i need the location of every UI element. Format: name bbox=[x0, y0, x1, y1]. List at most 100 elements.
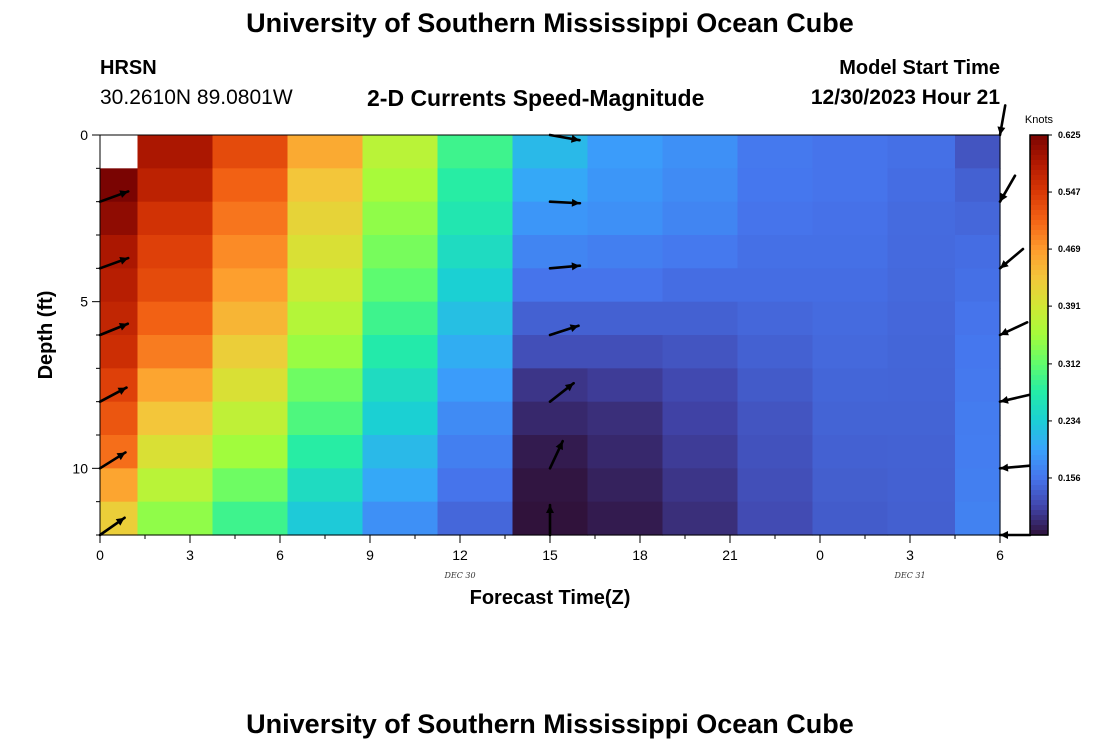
heatmap-cell bbox=[737, 135, 814, 169]
colorbar-segment bbox=[1030, 380, 1048, 386]
current-vector-arrow bbox=[998, 321, 1029, 337]
station-coordinates: 30.2610N 89.0801W bbox=[100, 86, 293, 109]
colorbar-segment bbox=[1030, 185, 1048, 191]
colorbar-segment bbox=[1030, 325, 1048, 331]
heatmap-cell bbox=[100, 201, 139, 236]
colorbar-segment bbox=[1030, 365, 1048, 371]
heatmap-cell bbox=[512, 335, 589, 369]
colorbar-segment bbox=[1030, 140, 1048, 146]
colorbar-tick-label: 0.625 bbox=[1058, 130, 1081, 140]
current-vector-arrow bbox=[998, 463, 1032, 472]
heatmap-cell bbox=[287, 401, 364, 436]
colorbar-segment bbox=[1030, 445, 1048, 451]
heatmap-cell bbox=[287, 268, 364, 303]
heatmap-cell bbox=[512, 468, 589, 503]
colorbar-segment bbox=[1030, 155, 1048, 161]
heatmap-cell bbox=[137, 268, 214, 303]
colorbar-segment bbox=[1030, 210, 1048, 216]
colorbar-segment bbox=[1030, 515, 1048, 521]
colorbar-segment bbox=[1030, 280, 1048, 286]
heatmap-cell bbox=[100, 401, 139, 436]
colorbar-segment bbox=[1030, 370, 1048, 376]
heatmap-cells bbox=[100, 135, 1001, 536]
heatmap-cell bbox=[887, 235, 956, 269]
current-vectors bbox=[98, 104, 1032, 539]
colorbar-segment bbox=[1030, 165, 1048, 171]
heatmap-cell bbox=[737, 468, 814, 503]
heatmap-cell bbox=[137, 201, 214, 236]
current-vector-arrow bbox=[98, 516, 126, 537]
heatmap-cell bbox=[100, 168, 139, 203]
heatmap-cell bbox=[212, 268, 289, 303]
colorbar-tick-label: 0.234 bbox=[1058, 416, 1081, 426]
x-tick-label: 0 bbox=[96, 547, 104, 563]
colorbar-segment bbox=[1030, 160, 1048, 166]
heatmap-cell bbox=[812, 368, 889, 403]
heatmap-cell bbox=[887, 435, 956, 469]
colorbar-segment bbox=[1030, 180, 1048, 186]
heatmap-cell bbox=[212, 468, 289, 503]
heatmap-cell bbox=[887, 301, 956, 336]
heatmap-cell bbox=[587, 301, 664, 336]
heatmap-cell bbox=[662, 135, 739, 169]
heatmap-cell bbox=[737, 235, 814, 269]
heatmap-cell bbox=[437, 335, 514, 369]
heatmap-cell bbox=[887, 501, 956, 536]
heatmap-cell bbox=[737, 435, 814, 469]
heatmap-cell bbox=[212, 168, 289, 203]
heatmap-cell bbox=[287, 368, 364, 403]
heatmap-cell bbox=[287, 135, 364, 169]
heatmap-cell bbox=[362, 135, 439, 169]
x-tick-label: 9 bbox=[366, 547, 374, 563]
heatmap-cell bbox=[737, 168, 814, 203]
heatmap-cell bbox=[512, 235, 589, 269]
colorbar-segment bbox=[1030, 245, 1048, 251]
colorbar-segment bbox=[1030, 250, 1048, 256]
x-tick-label: 21 bbox=[722, 547, 738, 563]
heatmap-cell bbox=[362, 201, 439, 236]
heatmap-cell bbox=[662, 401, 739, 436]
heatmap-cell bbox=[437, 435, 514, 469]
heatmap-cell bbox=[587, 435, 664, 469]
heatmap-cell bbox=[437, 401, 514, 436]
heatmap-cell bbox=[212, 335, 289, 369]
heatmap-cell bbox=[437, 368, 514, 403]
date-label: DEC 31 bbox=[893, 571, 925, 580]
heatmap-cell bbox=[137, 368, 214, 403]
colorbar-segment bbox=[1030, 415, 1048, 421]
heatmap-cell bbox=[287, 235, 364, 269]
colorbar-segment bbox=[1030, 385, 1048, 391]
current-vector-arrow bbox=[548, 133, 581, 143]
heatmap-cell bbox=[362, 268, 439, 303]
heatmap-cell bbox=[512, 268, 589, 303]
colorbar-segment bbox=[1030, 360, 1048, 366]
heatmap-cell bbox=[287, 501, 364, 536]
x-tick-label: 15 bbox=[542, 547, 558, 563]
heatmap-cell bbox=[587, 168, 664, 203]
heatmap-cell bbox=[212, 368, 289, 403]
heatmap-cell bbox=[737, 201, 814, 236]
heatmap-cell bbox=[812, 268, 889, 303]
heatmap-cell bbox=[137, 401, 214, 436]
colorbar-segment bbox=[1030, 295, 1048, 301]
colorbar-segment bbox=[1030, 190, 1048, 196]
heatmap-cell bbox=[362, 468, 439, 503]
current-vector-arrow bbox=[98, 256, 130, 270]
heatmap-cell bbox=[887, 401, 956, 436]
heatmap-cell bbox=[887, 168, 956, 203]
heatmap-cell bbox=[587, 368, 664, 403]
colorbar-segment bbox=[1030, 390, 1048, 396]
x-axis-title: Forecast Time(Z) bbox=[470, 587, 631, 609]
heatmap-cell bbox=[362, 435, 439, 469]
heatmap-cell bbox=[737, 268, 814, 303]
heatmap-cell bbox=[362, 501, 439, 536]
heatmap-cell bbox=[955, 168, 1001, 203]
heatmap-cell bbox=[137, 435, 214, 469]
colorbar-segment bbox=[1030, 260, 1048, 266]
heatmap-cell bbox=[137, 235, 214, 269]
colorbar-tick-label: 0.312 bbox=[1058, 359, 1081, 369]
heatmap-cell bbox=[362, 335, 439, 369]
x-tick-label: 0 bbox=[816, 547, 824, 563]
heatmap-cell bbox=[137, 468, 214, 503]
